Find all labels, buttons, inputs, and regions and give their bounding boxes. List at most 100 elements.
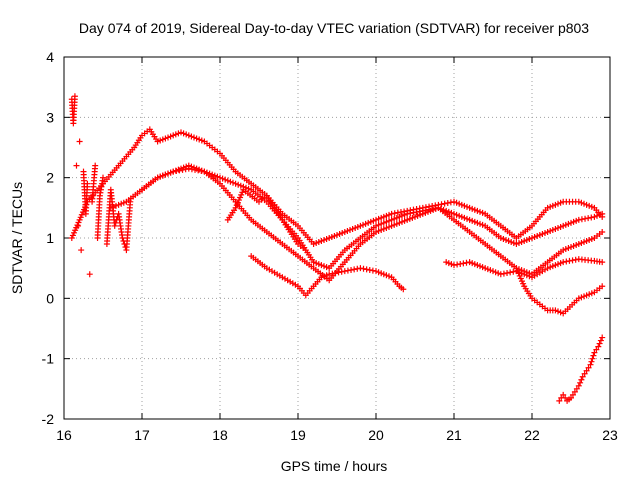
data-point xyxy=(463,259,470,266)
data-point xyxy=(444,200,451,207)
data-point xyxy=(591,349,598,356)
chart-title: Day 074 of 2019, Sidereal Day-to-day VTE… xyxy=(79,20,589,36)
data-point xyxy=(585,364,592,371)
data-point xyxy=(507,269,514,276)
data-point xyxy=(583,367,590,374)
series-track-2 xyxy=(107,165,606,272)
data-point xyxy=(388,210,395,217)
series-track-7 xyxy=(556,334,606,404)
data-point xyxy=(536,231,543,238)
data-point xyxy=(566,257,573,264)
data-point xyxy=(562,221,569,228)
data-point xyxy=(351,266,358,273)
data-point xyxy=(111,222,118,229)
data-point xyxy=(544,265,551,272)
data-point xyxy=(599,228,606,235)
data-point xyxy=(575,198,582,205)
series-track-6 xyxy=(513,265,606,317)
data-point xyxy=(599,259,606,266)
y-tick-label: 1 xyxy=(46,230,54,246)
grid xyxy=(64,57,610,419)
data-point xyxy=(447,199,454,206)
data-point xyxy=(568,394,574,401)
data-point xyxy=(569,391,576,398)
data-point xyxy=(575,241,582,248)
data-point xyxy=(397,209,404,216)
data-point xyxy=(78,247,85,254)
data-point xyxy=(579,373,586,380)
data-point xyxy=(571,388,578,395)
data-point xyxy=(599,210,606,217)
data-point xyxy=(457,260,464,267)
data-point xyxy=(454,261,461,268)
x-tick-label: 16 xyxy=(56,427,72,443)
data-point xyxy=(75,222,82,229)
data-point xyxy=(557,260,564,267)
data-point xyxy=(575,216,582,223)
data-point xyxy=(563,258,570,265)
data-point xyxy=(335,269,342,276)
data-point xyxy=(570,218,577,225)
data-point xyxy=(588,203,595,210)
data-point xyxy=(588,290,595,297)
data-point xyxy=(582,215,589,222)
data-point xyxy=(575,382,582,389)
data-point xyxy=(560,259,567,266)
data-point xyxy=(581,370,588,377)
data-point xyxy=(578,216,585,223)
plot-frame xyxy=(63,56,611,420)
data-point xyxy=(100,174,106,181)
x-tick-label: 23 xyxy=(602,427,618,443)
data-point xyxy=(523,272,530,279)
data-point xyxy=(504,269,511,276)
data-point xyxy=(341,268,348,275)
data-point xyxy=(118,200,125,207)
data-point xyxy=(544,228,551,235)
x-tick-label: 20 xyxy=(368,427,384,443)
data-point xyxy=(557,223,564,230)
data-point xyxy=(575,295,582,302)
data-point xyxy=(357,265,364,272)
data-point xyxy=(590,352,597,359)
data-point xyxy=(460,260,467,267)
y-tick-label: 0 xyxy=(46,290,54,306)
data-point xyxy=(76,138,83,145)
data-point xyxy=(413,209,420,216)
data-point xyxy=(599,334,606,341)
x-tick-label: 21 xyxy=(446,427,462,443)
data-point xyxy=(451,262,457,269)
data-point xyxy=(86,271,93,278)
data-point xyxy=(562,246,569,253)
data-point xyxy=(410,209,417,216)
data-point xyxy=(407,210,414,217)
data-point xyxy=(348,266,355,273)
series-track-5 xyxy=(443,256,606,281)
data-point xyxy=(570,243,577,250)
data-point xyxy=(391,210,398,217)
data-point xyxy=(562,394,569,401)
data-point xyxy=(332,269,339,276)
data-point xyxy=(577,379,584,386)
data-point xyxy=(326,271,333,278)
series-cluster-early xyxy=(68,93,134,278)
x-axis-label: GPS time / hours xyxy=(281,458,388,474)
x-tick-label: 19 xyxy=(290,427,306,443)
data-point xyxy=(549,226,556,233)
data-point xyxy=(369,267,376,274)
data-point xyxy=(71,93,78,100)
data-point xyxy=(587,361,594,368)
data-point xyxy=(510,240,517,247)
data-point xyxy=(588,214,595,221)
data-point xyxy=(329,270,336,277)
data-point xyxy=(404,210,411,217)
data-point xyxy=(560,391,567,398)
x-tick-label: 18 xyxy=(212,427,228,443)
data-point xyxy=(583,292,590,299)
x-tick-label: 17 xyxy=(134,427,150,443)
data-point xyxy=(400,286,407,293)
data-point xyxy=(531,233,538,240)
data-point xyxy=(572,256,579,263)
data-point xyxy=(556,397,563,404)
